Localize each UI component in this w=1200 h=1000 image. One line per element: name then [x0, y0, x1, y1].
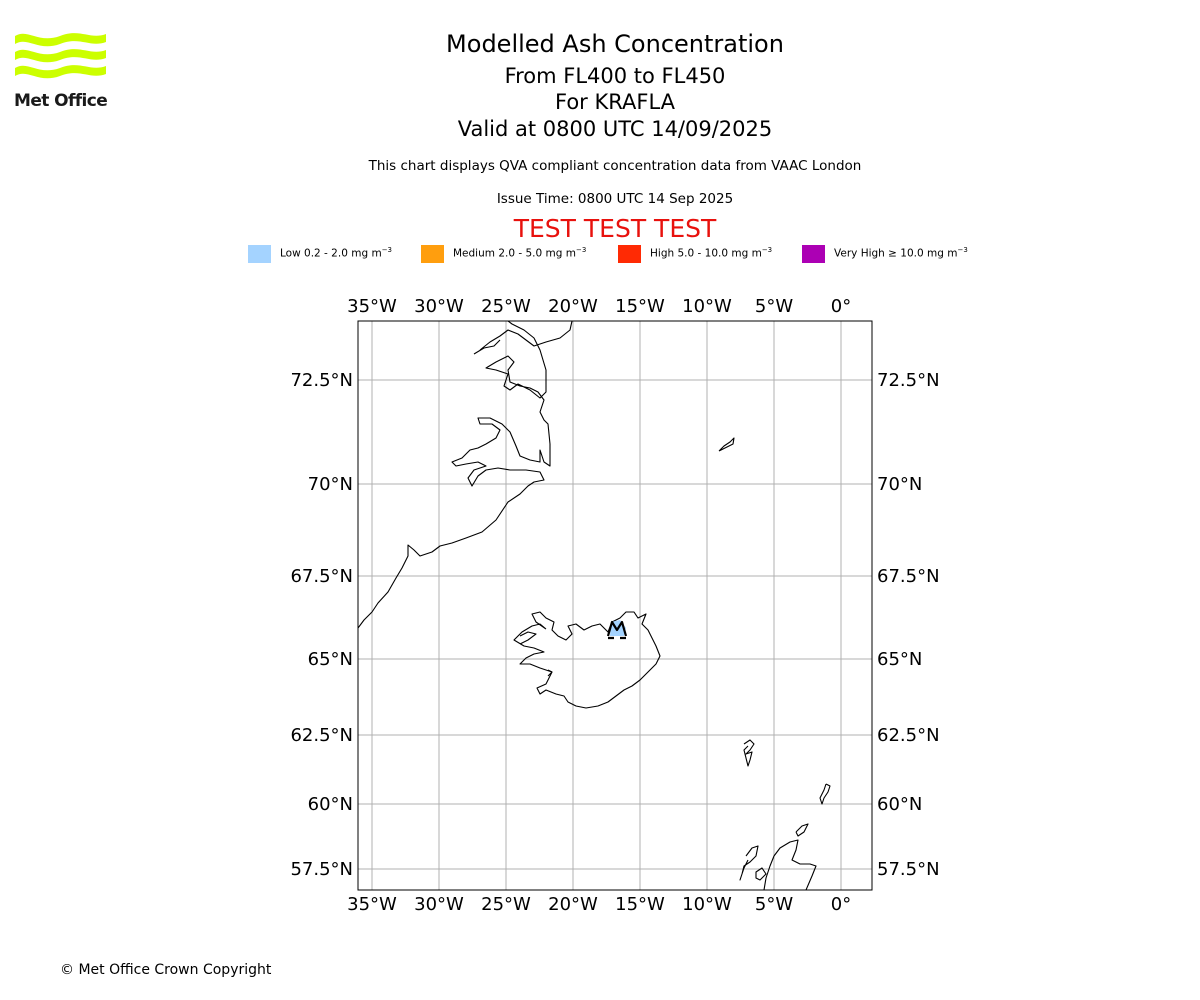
longitude-labels-top: 35°W 30°W 25°W 20°W 15°W 10°W 5°W 0° — [347, 296, 851, 317]
shetland-coastline — [819, 783, 831, 805]
test-banner: TEST TEST TEST — [513, 214, 717, 243]
lat-label-left: 67.5°N — [290, 566, 353, 587]
greenland-inlet — [473, 339, 501, 355]
jan-mayen-coastline — [718, 437, 735, 452]
legend-swatch-low — [248, 245, 271, 263]
legend-swatch-high — [618, 245, 641, 263]
lat-label-right: 57.5°N — [877, 859, 940, 880]
met-office-waves-icon — [15, 33, 106, 79]
lon-label-top: 5°W — [755, 296, 793, 317]
lat-label-left: 57.5°N — [290, 859, 353, 880]
lon-label-bottom: 0° — [831, 894, 851, 915]
greenland-fjord-outline — [479, 321, 573, 351]
outer-hebrides-coastline — [739, 845, 759, 881]
legend-label-medium: Medium 2.0 - 5.0 mg m−3 — [453, 246, 587, 260]
latitude-labels-right: 72.5°N 70°N 67.5°N 65°N 62.5°N 60°N 57.5… — [877, 370, 940, 880]
lon-label-bottom: 20°W — [548, 894, 598, 915]
lon-label-bottom: 5°W — [755, 894, 793, 915]
lat-label-right: 65°N — [877, 649, 922, 670]
legend-swatch-very-high — [802, 245, 825, 263]
lon-label-bottom: 10°W — [682, 894, 732, 915]
ash-area-outline — [606, 620, 628, 640]
lon-label-bottom: 25°W — [481, 894, 531, 915]
lat-label-right: 70°N — [877, 474, 922, 495]
longitude-labels-bottom: 35°W 30°W 25°W 20°W 15°W 10°W 5°W 0° — [347, 894, 851, 915]
lon-label-top: 30°W — [414, 296, 464, 317]
lon-label-top: 35°W — [347, 296, 397, 317]
lon-label-top: 0° — [831, 296, 851, 317]
lat-label-left: 72.5°N — [290, 370, 353, 391]
scotland-coastline — [763, 839, 817, 890]
lat-label-left: 65°N — [308, 649, 353, 670]
skye-coastline — [755, 867, 767, 881]
lat-label-left: 62.5°N — [290, 725, 353, 746]
greenland-coastline — [358, 321, 551, 629]
lat-label-right: 62.5°N — [877, 725, 940, 746]
lon-label-bottom: 15°W — [615, 894, 665, 915]
lat-label-right: 60°N — [877, 794, 922, 815]
copyright-notice: © Met Office Crown Copyright — [60, 962, 272, 978]
iceland-fjord-detail — [547, 669, 553, 677]
latitude-labels-left: 72.5°N 70°N 67.5°N 65°N 62.5°N 60°N 57.5… — [290, 370, 353, 880]
issue-time: Issue Time: 0800 UTC 14 Sep 2025 — [496, 191, 734, 207]
lon-label-top: 10°W — [682, 296, 732, 317]
lon-label-bottom: 35°W — [347, 894, 397, 915]
valid-time-subtitle: Valid at 0800 UTC 14/09/2025 — [457, 117, 773, 141]
legend-label-very-high: Very High ≥ 10.0 mg m−3 — [834, 246, 968, 260]
map-gridlines — [358, 321, 872, 890]
lon-label-top: 15°W — [615, 296, 665, 317]
logo-text: Met Office — [14, 91, 108, 111]
legend-swatch-medium — [421, 245, 444, 263]
met-office-logo: Met Office — [14, 30, 108, 112]
lon-label-top: 20°W — [548, 296, 598, 317]
flight-level-subtitle: From FL400 to FL450 — [504, 64, 726, 88]
coastlines — [358, 321, 831, 890]
lat-label-right: 72.5°N — [877, 370, 940, 391]
lat-label-right: 67.5°N — [877, 566, 940, 587]
legend-label-low: Low 0.2 - 2.0 mg m−3 — [280, 246, 393, 260]
lon-label-top: 25°W — [481, 296, 531, 317]
volcano-subtitle: For KRAFLA — [555, 90, 675, 114]
orkney-coastline — [795, 823, 809, 837]
chart-description: This chart displays QVA compliant concen… — [368, 158, 862, 174]
lat-label-left: 60°N — [308, 794, 353, 815]
chart-title: Modelled Ash Concentration — [446, 30, 784, 58]
lat-label-left: 70°N — [308, 474, 353, 495]
legend-label-high: High 5.0 - 10.0 mg m−3 — [650, 246, 773, 260]
lon-label-bottom: 30°W — [414, 894, 464, 915]
faroe-islands-coastline — [743, 739, 755, 767]
map-frame — [357, 320, 873, 891]
iceland-westfjords-detail — [519, 631, 537, 645]
iceland-coastline — [513, 611, 661, 709]
